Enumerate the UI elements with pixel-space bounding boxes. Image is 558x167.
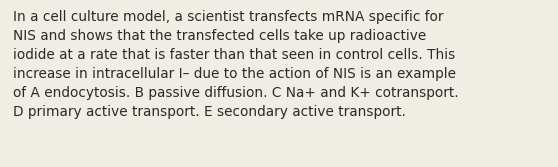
Text: In a cell culture model, a scientist transfects mRNA specific for
NIS and shows : In a cell culture model, a scientist tra… — [13, 10, 459, 119]
